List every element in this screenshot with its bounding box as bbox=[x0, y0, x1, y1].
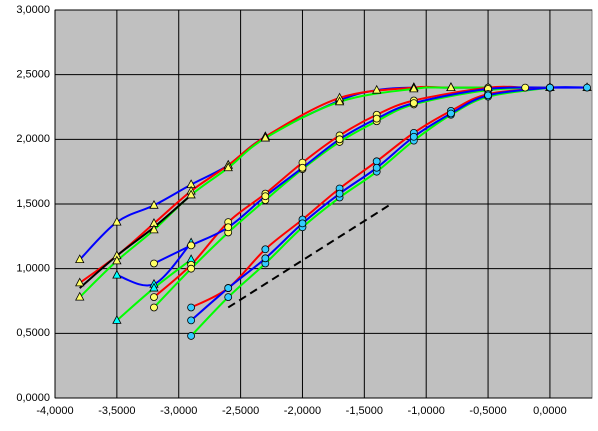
point-marker bbox=[112, 216, 122, 226]
point-marker bbox=[224, 284, 233, 292]
point-marker bbox=[484, 91, 492, 100]
point-marker bbox=[150, 293, 158, 302]
y-tick-label: 0,0000 bbox=[16, 392, 50, 404]
point-marker bbox=[187, 264, 196, 273]
point-marker bbox=[446, 82, 456, 91]
series-line bbox=[153, 86, 550, 309]
point-marker bbox=[372, 84, 382, 94]
point-marker bbox=[186, 189, 196, 199]
point-marker bbox=[334, 96, 345, 106]
point-marker bbox=[224, 223, 233, 232]
point-marker bbox=[75, 291, 85, 301]
x-tick-label: -3,0000 bbox=[160, 405, 197, 417]
point-marker bbox=[187, 303, 196, 312]
y-tick-label: 2,0000 bbox=[16, 133, 50, 145]
point-marker bbox=[335, 189, 344, 198]
point-marker bbox=[298, 219, 307, 228]
series-line bbox=[153, 86, 550, 265]
point-marker bbox=[372, 114, 381, 123]
point-marker bbox=[261, 245, 270, 254]
x-tick-label: -0,5000 bbox=[469, 405, 506, 417]
series-line bbox=[79, 86, 550, 298]
point-marker bbox=[150, 259, 158, 268]
point-marker bbox=[298, 163, 307, 172]
point-marker bbox=[335, 135, 344, 144]
series-line bbox=[190, 86, 551, 309]
point-marker bbox=[224, 293, 233, 302]
point-marker bbox=[261, 192, 270, 201]
point-marker bbox=[112, 269, 122, 279]
y-tick-label: 3,0000 bbox=[16, 4, 50, 16]
y-tick-label: 1,0000 bbox=[16, 263, 50, 275]
point-marker bbox=[261, 254, 270, 263]
x-tick-label: -2,0000 bbox=[284, 405, 321, 417]
series-line bbox=[227, 204, 390, 309]
point-marker bbox=[409, 99, 418, 108]
y-tick-label: 0,5000 bbox=[16, 327, 50, 339]
point-marker bbox=[260, 132, 271, 142]
x-tick-label: -1,0000 bbox=[408, 405, 445, 417]
point-marker bbox=[521, 83, 530, 92]
point-marker bbox=[149, 224, 159, 234]
point-marker bbox=[546, 83, 554, 92]
point-marker bbox=[75, 277, 85, 287]
series-line bbox=[79, 194, 192, 289]
y-tick-label: 2,5000 bbox=[16, 69, 50, 81]
point-marker bbox=[409, 83, 419, 93]
point-marker bbox=[372, 163, 381, 172]
x-tick-label: -1,5000 bbox=[346, 405, 383, 417]
x-tick-label: -4,0000 bbox=[36, 405, 73, 417]
point-marker bbox=[149, 282, 159, 292]
point-marker bbox=[223, 162, 233, 172]
point-marker bbox=[112, 255, 122, 265]
point-marker bbox=[447, 109, 455, 118]
point-marker bbox=[187, 316, 196, 325]
point-marker bbox=[149, 199, 159, 209]
point-marker bbox=[583, 83, 591, 92]
point-marker bbox=[409, 132, 418, 141]
point-marker bbox=[187, 332, 196, 340]
y-tick-label: 1,5000 bbox=[16, 198, 50, 210]
point-marker bbox=[75, 254, 85, 264]
point-marker bbox=[372, 157, 381, 166]
point-marker bbox=[150, 303, 158, 312]
x-tick-label: -3,5000 bbox=[98, 405, 135, 417]
x-tick-label: 0,0000 bbox=[533, 405, 567, 417]
point-marker bbox=[187, 241, 196, 250]
x-tick-label: -2,5000 bbox=[222, 405, 259, 417]
point-marker bbox=[112, 315, 122, 324]
